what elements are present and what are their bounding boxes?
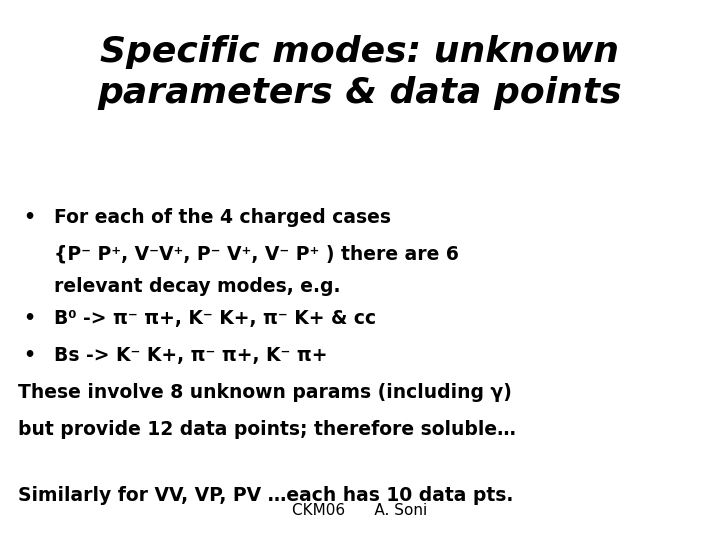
Text: Specific modes: unknown
parameters & data points: Specific modes: unknown parameters & dat… <box>98 35 622 110</box>
Text: Bs -> K⁻ K+, π⁻ π+, K⁻ π+: Bs -> K⁻ K+, π⁻ π+, K⁻ π+ <box>54 346 328 365</box>
Text: For each of the 4 charged cases: For each of the 4 charged cases <box>54 208 391 227</box>
Text: These involve 8 unknown params (including γ): These involve 8 unknown params (includin… <box>18 383 512 402</box>
Text: relevant decay modes, e.g.: relevant decay modes, e.g. <box>54 277 341 296</box>
Text: CKM06      A. Soni: CKM06 A. Soni <box>292 503 428 518</box>
Text: but provide 12 data points; therefore soluble…: but provide 12 data points; therefore so… <box>18 420 516 438</box>
Text: •: • <box>23 208 35 227</box>
Text: Similarly for VV, VP, PV …each has 10 data pts.: Similarly for VV, VP, PV …each has 10 da… <box>18 486 513 505</box>
Text: •: • <box>23 346 35 365</box>
Text: •: • <box>23 309 35 328</box>
Text: B⁰ -> π⁻ π+, K⁻ K+, π⁻ K+ & cc: B⁰ -> π⁻ π+, K⁻ K+, π⁻ K+ & cc <box>54 309 376 328</box>
Text: {P⁻ P⁺, V⁻V⁺, P⁻ V⁺, V⁻ P⁺ ) there are 6: {P⁻ P⁺, V⁻V⁺, P⁻ V⁺, V⁻ P⁺ ) there are 6 <box>54 245 459 264</box>
